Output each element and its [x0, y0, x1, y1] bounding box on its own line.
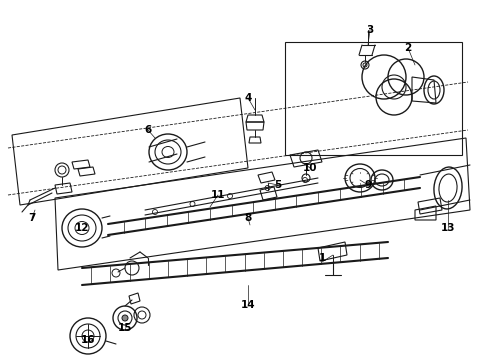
Text: 6: 6 [145, 125, 151, 135]
Text: 7: 7 [28, 213, 36, 223]
Text: 1: 1 [318, 253, 326, 263]
Text: 2: 2 [404, 43, 412, 53]
Text: 8: 8 [245, 213, 252, 223]
Text: 16: 16 [81, 335, 95, 345]
Text: 14: 14 [241, 300, 255, 310]
Circle shape [122, 315, 128, 321]
Text: 9: 9 [365, 180, 371, 190]
Text: 10: 10 [303, 163, 317, 173]
Text: 4: 4 [245, 93, 252, 103]
Text: 5: 5 [274, 180, 282, 190]
Text: 3: 3 [367, 25, 373, 35]
Text: 13: 13 [441, 223, 455, 233]
Text: 12: 12 [75, 223, 89, 233]
Text: 15: 15 [118, 323, 132, 333]
Text: 11: 11 [211, 190, 225, 200]
